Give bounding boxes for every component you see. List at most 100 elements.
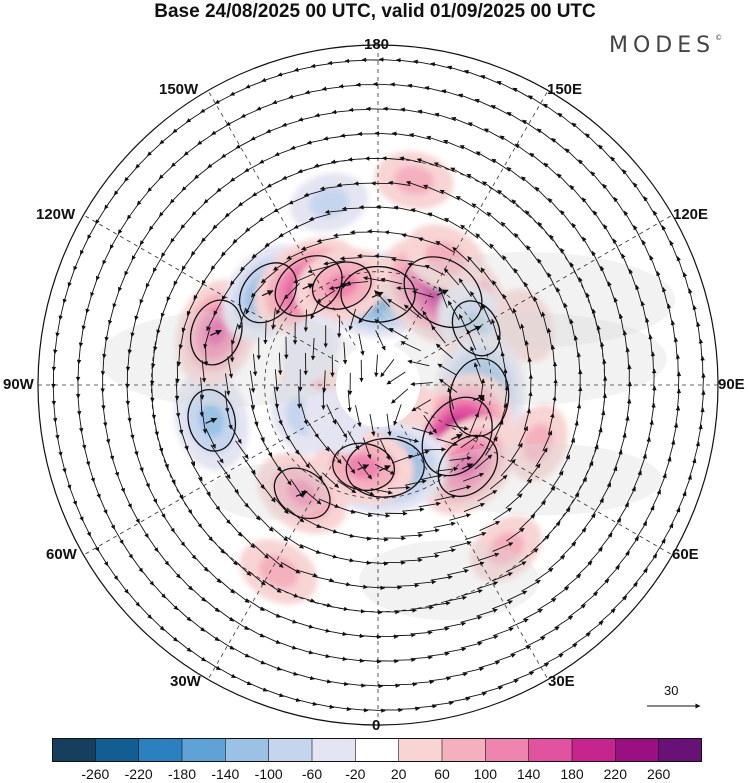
colorbar-frame [52, 738, 702, 762]
wind-vector [447, 300, 460, 321]
wind-vector [411, 605, 434, 610]
wind-vector [638, 453, 647, 476]
wind-vector [470, 346, 481, 367]
wind-vector [467, 122, 489, 133]
wind-vector [628, 268, 638, 291]
wind-vector [308, 213, 331, 221]
wind-vector [301, 242, 323, 251]
wind-vector [209, 536, 225, 554]
wind-vector [464, 531, 487, 541]
wind-vector [467, 256, 483, 274]
wind-vector [393, 404, 402, 426]
wind-vector [397, 706, 421, 711]
wind-vector [329, 284, 352, 291]
wind-vector [650, 351, 656, 374]
colorbar-swatch [52, 738, 97, 762]
wind-vector [650, 489, 661, 511]
colorbar-tick-label: 60 [434, 766, 450, 782]
wind-vector [633, 568, 648, 586]
wind-vector [489, 243, 505, 261]
wind-vector [518, 514, 536, 531]
wind-vector [485, 436, 498, 456]
wind-vector [342, 657, 365, 663]
wind-vector [528, 95, 548, 108]
center-arrow [205, 417, 218, 424]
wind-vector [462, 561, 485, 569]
wind-vector [403, 304, 422, 319]
wind-vector [248, 570, 266, 586]
wind-vector [249, 387, 256, 410]
wind-vector [585, 292, 594, 315]
wind-vector [547, 272, 559, 293]
wind-vector [449, 455, 472, 461]
wind-vector [587, 547, 603, 565]
meridian-line [396, 417, 553, 687]
wind-vector [409, 132, 431, 140]
wind-vector [413, 579, 437, 585]
wind-vector [591, 250, 603, 272]
map-title: Base 24/08/2025 00 UTC, valid 01/09/2025… [154, 1, 596, 22]
wind-vector [512, 308, 521, 330]
wind-vector [280, 561, 301, 574]
colorbar-swatch [441, 738, 487, 762]
wind-vector [533, 296, 543, 318]
wind-vector [251, 470, 265, 490]
wind-vector [496, 334, 504, 357]
wind-vector [544, 521, 561, 539]
wind-vector [407, 83, 430, 90]
wind-vector [569, 318, 576, 341]
meridian-line [76, 403, 346, 560]
wind-vector [455, 195, 476, 209]
wind-vector [643, 553, 658, 573]
wind-vector [548, 197, 564, 216]
wind-vector [505, 493, 523, 509]
colorbar-swatch [485, 738, 530, 762]
wind-vector [439, 189, 460, 201]
wind-vector [623, 210, 636, 231]
wind-vector [423, 447, 446, 452]
wind-vector [574, 477, 587, 497]
wind-vector [165, 463, 176, 485]
wind-vector [666, 303, 673, 326]
map-boundary [37, 44, 719, 726]
wind-vector [330, 159, 354, 164]
lon-label-90w: 90W [3, 376, 34, 393]
wind-vector [367, 229, 390, 234]
wind-vector [474, 454, 493, 470]
wind-vector [478, 660, 501, 669]
wind-vector [571, 527, 587, 546]
wind-vector [210, 444, 224, 464]
wind-vector [278, 225, 299, 238]
wind-vector [497, 189, 515, 205]
wind-vector [506, 111, 527, 124]
wind-vector [349, 534, 372, 541]
wind-vector [480, 378, 486, 401]
wind-vector [190, 461, 203, 482]
land-area [421, 443, 662, 516]
lon-label-60w: 60W [46, 546, 77, 563]
wind-vector [589, 444, 599, 466]
wind-vector [598, 144, 614, 162]
wind-vector [492, 542, 514, 552]
modes-logo: MODES© [609, 33, 722, 58]
wind-vector [388, 327, 409, 340]
wind-vector [537, 258, 550, 278]
wind-vector [613, 196, 627, 216]
wind-vector [474, 98, 496, 109]
wind-vector [525, 636, 546, 648]
wind-vector [460, 224, 479, 239]
wind-vector [313, 161, 337, 168]
wind-vector [563, 574, 582, 589]
colorbar-swatch [181, 738, 227, 762]
wind-vector [150, 380, 155, 403]
wind-vector [470, 291, 483, 311]
wind-vector [550, 586, 570, 601]
wind-vector [224, 373, 231, 396]
wind-vector [215, 637, 235, 650]
wind-vector [210, 252, 226, 271]
lon-label-120w: 120W [36, 206, 76, 223]
wind-vector [576, 352, 582, 375]
colorbar-swatch [398, 738, 443, 762]
wind-vector [347, 430, 360, 451]
